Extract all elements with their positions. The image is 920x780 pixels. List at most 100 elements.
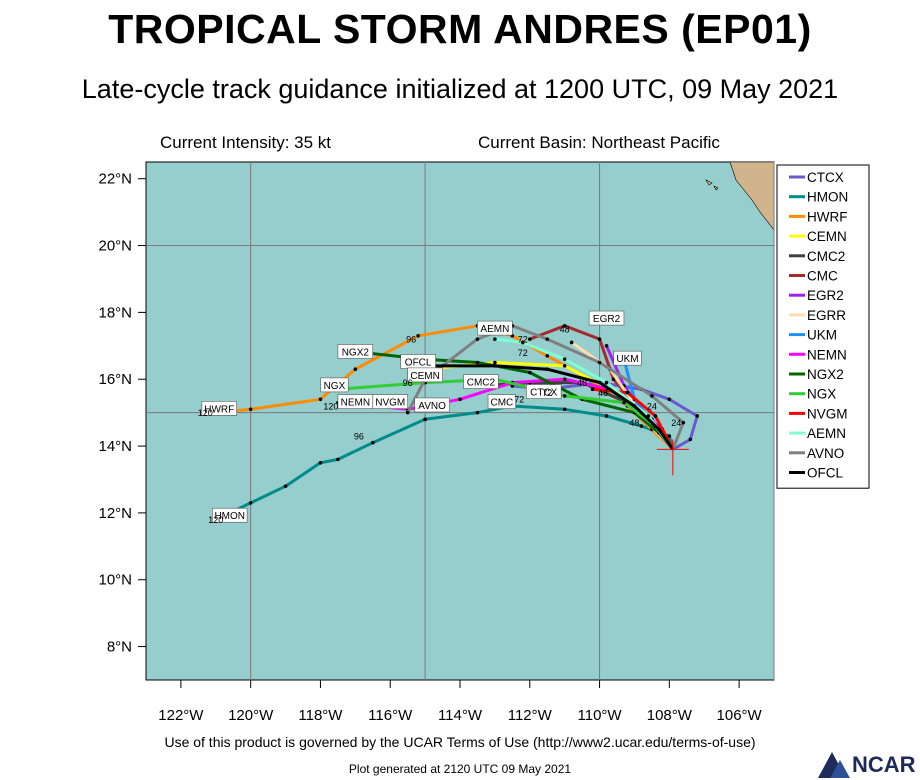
legend-label-cemn: CEMN (807, 229, 847, 244)
forecast-hour-label: 24 (647, 401, 657, 411)
legend-label-ngx: NGX (807, 387, 836, 402)
land-masses (705, 161, 775, 231)
track-point-avno (597, 360, 602, 365)
legend-label-ukm: UKM (807, 328, 837, 343)
track-point-hwrf (545, 354, 550, 358)
track-point-egr2 (604, 344, 609, 348)
track-point-hmon (283, 484, 288, 488)
y-tick-label: 10°N (98, 572, 132, 589)
track-point-cmc (562, 323, 567, 328)
islands-revillagigedo (705, 179, 719, 191)
track-label-box-ukm (613, 350, 642, 366)
track-label-nemn: NEMN (341, 398, 370, 409)
track-label-cemn: CEMN (410, 371, 439, 382)
track-point-hmon (318, 460, 323, 465)
track-label-ngx: NGX (324, 381, 346, 392)
track-point-cemn (562, 364, 567, 368)
legend-label-cmc: CMC (807, 269, 838, 284)
forecast-hour-label: 72 (518, 348, 528, 358)
legend-label-nvgm: NVGM (807, 406, 848, 421)
forecast-hour-label: 120 (208, 515, 223, 525)
track-point-nvgm (625, 390, 630, 395)
chart-subtitle: Late-cycle track guidance initialized at… (81, 74, 839, 104)
x-tick-label: 114°W (438, 707, 483, 724)
legend-label-nemn: NEMN (807, 347, 847, 362)
forecast-hour-label: 72 (518, 334, 528, 344)
legend: CTCX HMON HWRF CEMN CMC2 CMC EGR2 EGRR UKM NEMN NG… (776, 164, 870, 489)
track-point-aemn (521, 340, 525, 345)
current-basin-label: Current Basin: Northeast Pacific (478, 133, 720, 152)
track-point-nvgm (653, 414, 658, 418)
track-label-aemn: AEMN (480, 324, 509, 335)
track-point-hmon (370, 440, 375, 445)
y-tick-label: 16°N (98, 371, 132, 388)
forecast-hour-label: 24 (671, 418, 681, 428)
forecast-hour-label: 48 (560, 324, 570, 334)
track-label-hmon: HMON (214, 511, 245, 522)
track-point-ofcl (493, 364, 497, 368)
x-tick-label: 118°W (298, 707, 343, 724)
track-point-avno (681, 420, 686, 425)
track-label-ngx2: NGX2 (342, 347, 370, 358)
x-tick-label: 108°W (647, 707, 693, 724)
current-intensity-label: Current Intensity: 35 kt (160, 133, 332, 152)
track-point-avno (405, 410, 410, 415)
track-point-ctcx (667, 397, 672, 402)
track-point-cmc (597, 337, 602, 341)
track-point-hmon (562, 407, 567, 412)
track-point-hmon (248, 501, 253, 505)
ncar-logo-icon (818, 752, 850, 778)
track-label-box-cmc2 (463, 374, 499, 389)
track-label-box-aemn (477, 320, 513, 336)
track-point-ngx2 (475, 360, 480, 365)
track-point-hmon (423, 417, 427, 422)
forecast-hour-label: 48 (598, 388, 608, 398)
track-point-avno (475, 337, 480, 341)
track-point-hwrf (318, 397, 323, 402)
x-tick-label: 112°W (508, 707, 553, 724)
track-label-box-cmc (487, 394, 516, 409)
track-point-aemn (493, 337, 497, 341)
track-label-hwrf: HWRF (204, 404, 234, 415)
track-point-nemn (458, 397, 462, 402)
plot-generated-note: Plot generated at 2120 UTC 09 May 2021 (348, 762, 572, 776)
track-label-egr2: EGR2 (593, 314, 621, 325)
track-point-hmon (604, 414, 609, 418)
track-label-box-hwrf (201, 401, 237, 416)
track-point-avno (545, 337, 550, 341)
y-tick-label: 12°N (98, 505, 132, 522)
track-point-hmon (475, 410, 480, 415)
x-tick-label: 116°W (368, 707, 413, 724)
track-label-box-hmon (212, 507, 248, 523)
track-label-box-nvgm (372, 394, 408, 409)
track-label-ukm: UKM (616, 354, 638, 365)
track-label-cmc2: CMC2 (467, 378, 496, 389)
track-point-hmon (639, 424, 644, 428)
legend-label-ngx2: NGX2 (807, 367, 844, 382)
track-point-aemn (604, 380, 609, 385)
forecast-hour-label: 48 (577, 378, 587, 388)
forecast-hour-label: 72 (514, 395, 524, 405)
map-axes: 122°W 120°W 118°W 116°W 114°W 112°W 110°W 108°W… (98, 171, 762, 724)
x-tick-label: 110°W (578, 707, 623, 724)
legend-label-ofcl: OFCL (807, 466, 843, 481)
track-point-ctcx (695, 414, 700, 418)
track-point-cemn (493, 360, 497, 365)
legend-label-hwrf: HWRF (807, 209, 848, 224)
track-point-egrr (569, 340, 574, 345)
track-point-nemn (562, 377, 567, 382)
y-tick-label: 18°N (98, 304, 132, 321)
legend-label-aemn: AEMN (807, 426, 846, 441)
track-point-hwrf (353, 367, 358, 372)
forecast-hour-label: 120 (323, 401, 338, 411)
track-label-ofcl: OFCL (405, 358, 432, 369)
legend-label-cmc2: CMC2 (807, 249, 845, 264)
track-label-box-ctcx (526, 384, 562, 399)
track-point-aemn (562, 357, 567, 361)
track-labels: HWRF HMON NGX2 NGX NEMN NVGM OFCL CEMN AVNO AEMN C… (198, 310, 681, 525)
track-point-ngx2 (527, 370, 532, 375)
legend-label-avno: AVNO (807, 446, 844, 461)
forecast-hour-label: 96 (406, 334, 416, 344)
terms-of-use-note: Use of this product is governed by the U… (164, 734, 756, 750)
